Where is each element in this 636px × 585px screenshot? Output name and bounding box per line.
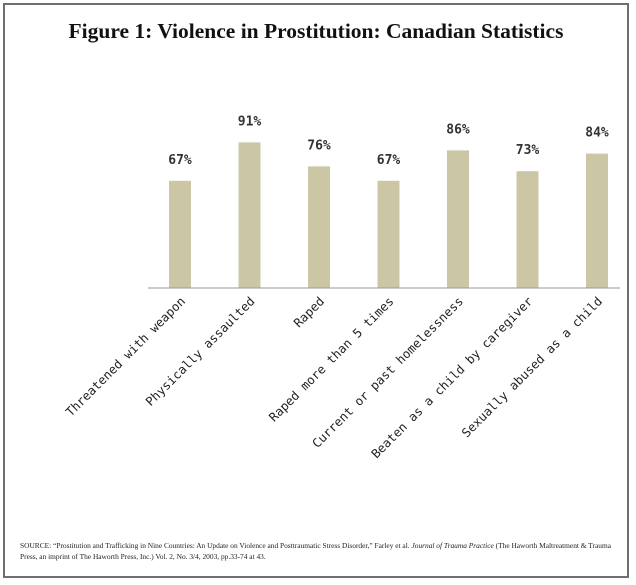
category-label-3: Raped	[291, 294, 327, 330]
value-label-1: 67%	[168, 153, 192, 168]
source-text-2: (The Haworth Maltreatment & Trauma Press…	[20, 541, 611, 561]
value-label-7: 84%	[585, 126, 609, 141]
value-label-6: 73%	[516, 143, 540, 158]
category-label-1: Threatened with weapon	[63, 294, 188, 419]
value-label-2: 91%	[238, 114, 262, 129]
value-labels-group: 67% 91% 76% 67% 86% 73% 84%	[168, 114, 609, 167]
value-label-5: 86%	[446, 122, 470, 137]
value-label-4: 67%	[377, 153, 401, 168]
category-label-4: Raped more than 5 times	[266, 294, 396, 424]
source-note: SOURCE: “Prostitution and Trafficking in…	[20, 540, 622, 562]
value-label-3: 76%	[307, 138, 331, 153]
chart-title: Figure 1: Violence in Prostitution: Cana…	[68, 19, 564, 43]
source-text-1: SOURCE: “Prostitution and Trafficking in…	[20, 541, 412, 550]
bars-group	[169, 142, 608, 288]
source-journal: Journal of Trauma Practice	[411, 541, 494, 550]
bar-1	[169, 180, 191, 288]
bar-2	[238, 142, 261, 288]
bar-4	[377, 180, 400, 288]
bar-3	[308, 166, 330, 288]
figure-frame: Figure 1: Violence in Prostitution: Cana…	[3, 3, 629, 578]
bar-6	[516, 171, 539, 288]
category-label-5: Current or past homelessness	[310, 294, 466, 450]
bar-5	[447, 150, 469, 288]
bar-7	[586, 153, 608, 288]
category-label-7: Sexually abused as a child	[459, 294, 605, 440]
